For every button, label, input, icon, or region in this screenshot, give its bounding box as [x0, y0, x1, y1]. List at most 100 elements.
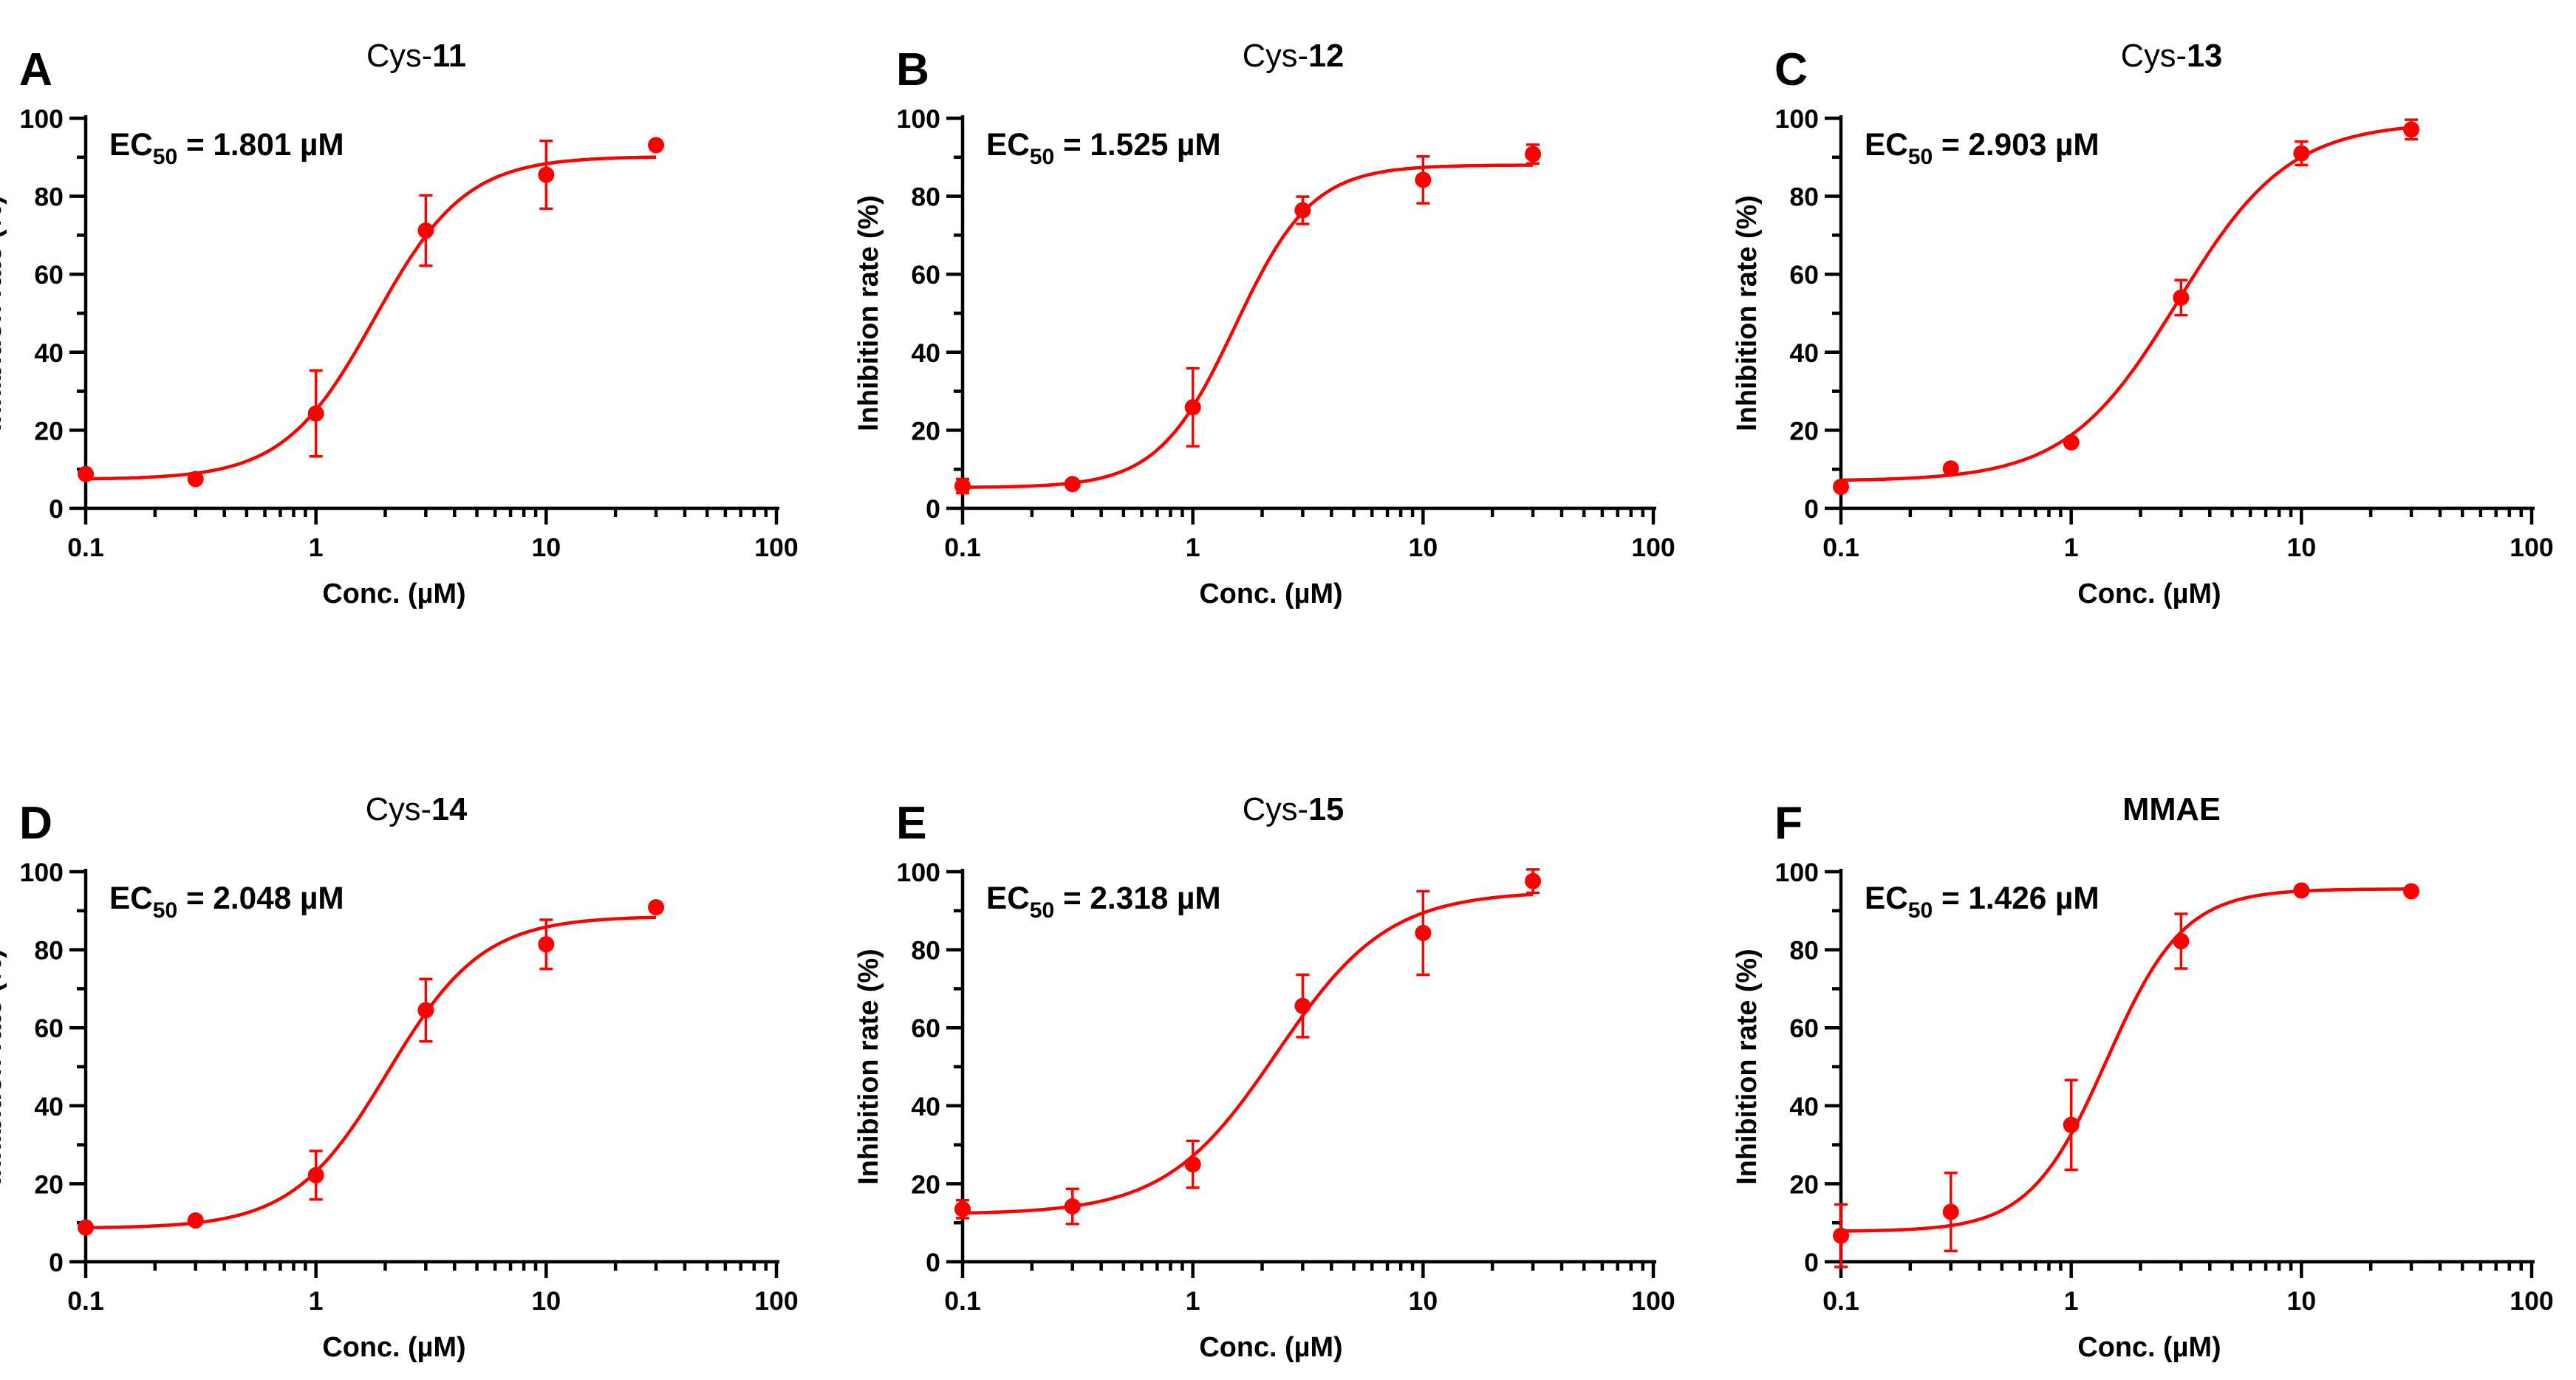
x-tick-label: 10 [2287, 1286, 2317, 1316]
title-prefix: Cys- [366, 38, 432, 74]
data-point [1064, 476, 1081, 493]
y-tick-label: 0 [49, 494, 64, 524]
panel-letter: F [1774, 798, 1803, 849]
ec50-annotation: EC50 = 1.525 µM [986, 127, 1221, 169]
ec50-subscript: 50 [1030, 145, 1054, 169]
fit-curve [962, 163, 1534, 489]
y-tick-label: 20 [911, 416, 940, 445]
panel-title: MMAE [2122, 792, 2221, 827]
x-tick-label: 0.1 [1822, 1286, 1859, 1316]
panel-title: Cys-12 [1243, 38, 1345, 74]
y-tick-label: 20 [34, 416, 64, 445]
ec50-annotation: EC50 = 2.318 µM [986, 881, 1221, 923]
y-axis-label: Inhibition rate (%) [1732, 195, 1763, 431]
ec50-subscript: 50 [1030, 898, 1054, 923]
title-bold: 11 [432, 38, 466, 74]
x-tick-label: 1 [309, 1286, 324, 1316]
data-point [307, 1166, 324, 1183]
fit-curve [1840, 887, 2411, 1233]
x-tick-label: 10 [532, 533, 561, 562]
y-tick-label: 20 [34, 1169, 64, 1199]
fit-curve [962, 892, 1534, 1215]
x-tick-label: 100 [2510, 1286, 2553, 1316]
x-tick-label: 0.1 [944, 533, 981, 562]
y-axis-label: Inhibition rate (%) [0, 195, 7, 431]
ec50-label: EC [986, 127, 1030, 162]
y-tick-label: 60 [34, 1014, 64, 1043]
title-prefix: Cys- [1243, 38, 1308, 74]
data-point [1525, 146, 1542, 163]
data-point [2173, 932, 2190, 949]
x-tick-label: 100 [1631, 1286, 1675, 1316]
x-tick-label: 10 [532, 1286, 561, 1316]
data-point [1294, 202, 1311, 219]
data-point [307, 405, 324, 422]
y-tick-label: 80 [1789, 182, 1819, 212]
y-tick-label: 20 [911, 1169, 940, 1199]
ec50-annotation: EC50 = 2.903 µM [1865, 127, 2100, 169]
panel-f: F MMAE 0 20 40 60 80 100 0.1 1 10 100 Conc. (µM) Inhi… [1732, 792, 2554, 1363]
ec50-annotation: EC50 = 1.426 µM [1865, 881, 2100, 923]
data-point [2403, 121, 2420, 138]
x-axis-label: Conc. (µM) [322, 1332, 465, 1363]
data-point [1184, 399, 1201, 416]
y-tick-label: 40 [34, 338, 64, 368]
y-axis-label: Inhibition rate (%) [1732, 949, 1763, 1185]
ec50-label: EC [986, 881, 1030, 915]
panel-title: Cys-15 [1243, 792, 1345, 827]
x-tick-label: 100 [2510, 533, 2553, 562]
data-point [954, 477, 971, 494]
panel-c: C Cys-13 0 20 40 60 80 100 0.1 1 10 100 Conc. (µM) In… [1732, 38, 2554, 609]
x-tick-label: 0.1 [67, 1286, 104, 1316]
x-tick-label: 1 [2064, 533, 2079, 562]
x-tick-label: 1 [1186, 1286, 1200, 1316]
ec50-subscript: 50 [1908, 145, 1933, 169]
y-tick-label: 100 [1775, 104, 1819, 134]
data-point [417, 222, 434, 239]
x-tick-label: 10 [1409, 1286, 1438, 1316]
title-bold: 12 [1308, 38, 1344, 74]
fit-curve [1841, 126, 2412, 482]
y-tick-label: 40 [34, 1092, 64, 1121]
title-bold: 14 [431, 792, 467, 827]
title-bold: 15 [1308, 792, 1344, 827]
y-tick-label: 20 [1789, 416, 1819, 445]
data-point [1415, 171, 1432, 188]
y-tick-label: 100 [897, 104, 940, 134]
title-bold: 13 [2187, 38, 2222, 74]
y-tick-label: 40 [911, 338, 940, 368]
ec50-annotation: EC50 = 2.048 µM [109, 881, 344, 923]
y-tick-label: 0 [926, 1248, 940, 1277]
ec50-annotation: EC50 = 1.801 µM [109, 127, 344, 169]
data-point [2293, 145, 2310, 162]
y-tick-label: 80 [911, 182, 940, 212]
title-prefix: Cys- [1243, 792, 1308, 827]
data-point [1294, 997, 1311, 1014]
ec50-value: = 2.048 µM [177, 881, 344, 915]
x-axis-label: Conc. (µM) [1199, 1332, 1342, 1363]
panel-letter: A [19, 44, 52, 95]
fit-curve [85, 155, 657, 481]
x-axis-label: Conc. (µM) [322, 578, 465, 609]
data-point [2293, 882, 2310, 899]
y-tick-label: 80 [34, 936, 64, 966]
y-tick-label: 100 [897, 858, 940, 887]
y-tick-label: 80 [34, 182, 64, 212]
y-tick-label: 60 [911, 260, 940, 290]
data-point [187, 1212, 204, 1229]
data-point [1833, 1227, 1849, 1244]
title-bold: MMAE [2122, 792, 2221, 827]
y-tick-label: 0 [926, 494, 940, 524]
data-point [954, 1200, 971, 1217]
y-tick-label: 0 [49, 1248, 64, 1277]
y-tick-label: 40 [911, 1092, 940, 1121]
ec50-subscript: 50 [153, 898, 177, 923]
data-point [2063, 1116, 2080, 1133]
panel-title: Cys-11 [366, 38, 466, 74]
data-point [1525, 872, 1542, 889]
ec50-label: EC [109, 881, 153, 915]
data-point [1415, 924, 1432, 941]
data-point [78, 1219, 94, 1236]
y-tick-label: 80 [911, 936, 940, 966]
